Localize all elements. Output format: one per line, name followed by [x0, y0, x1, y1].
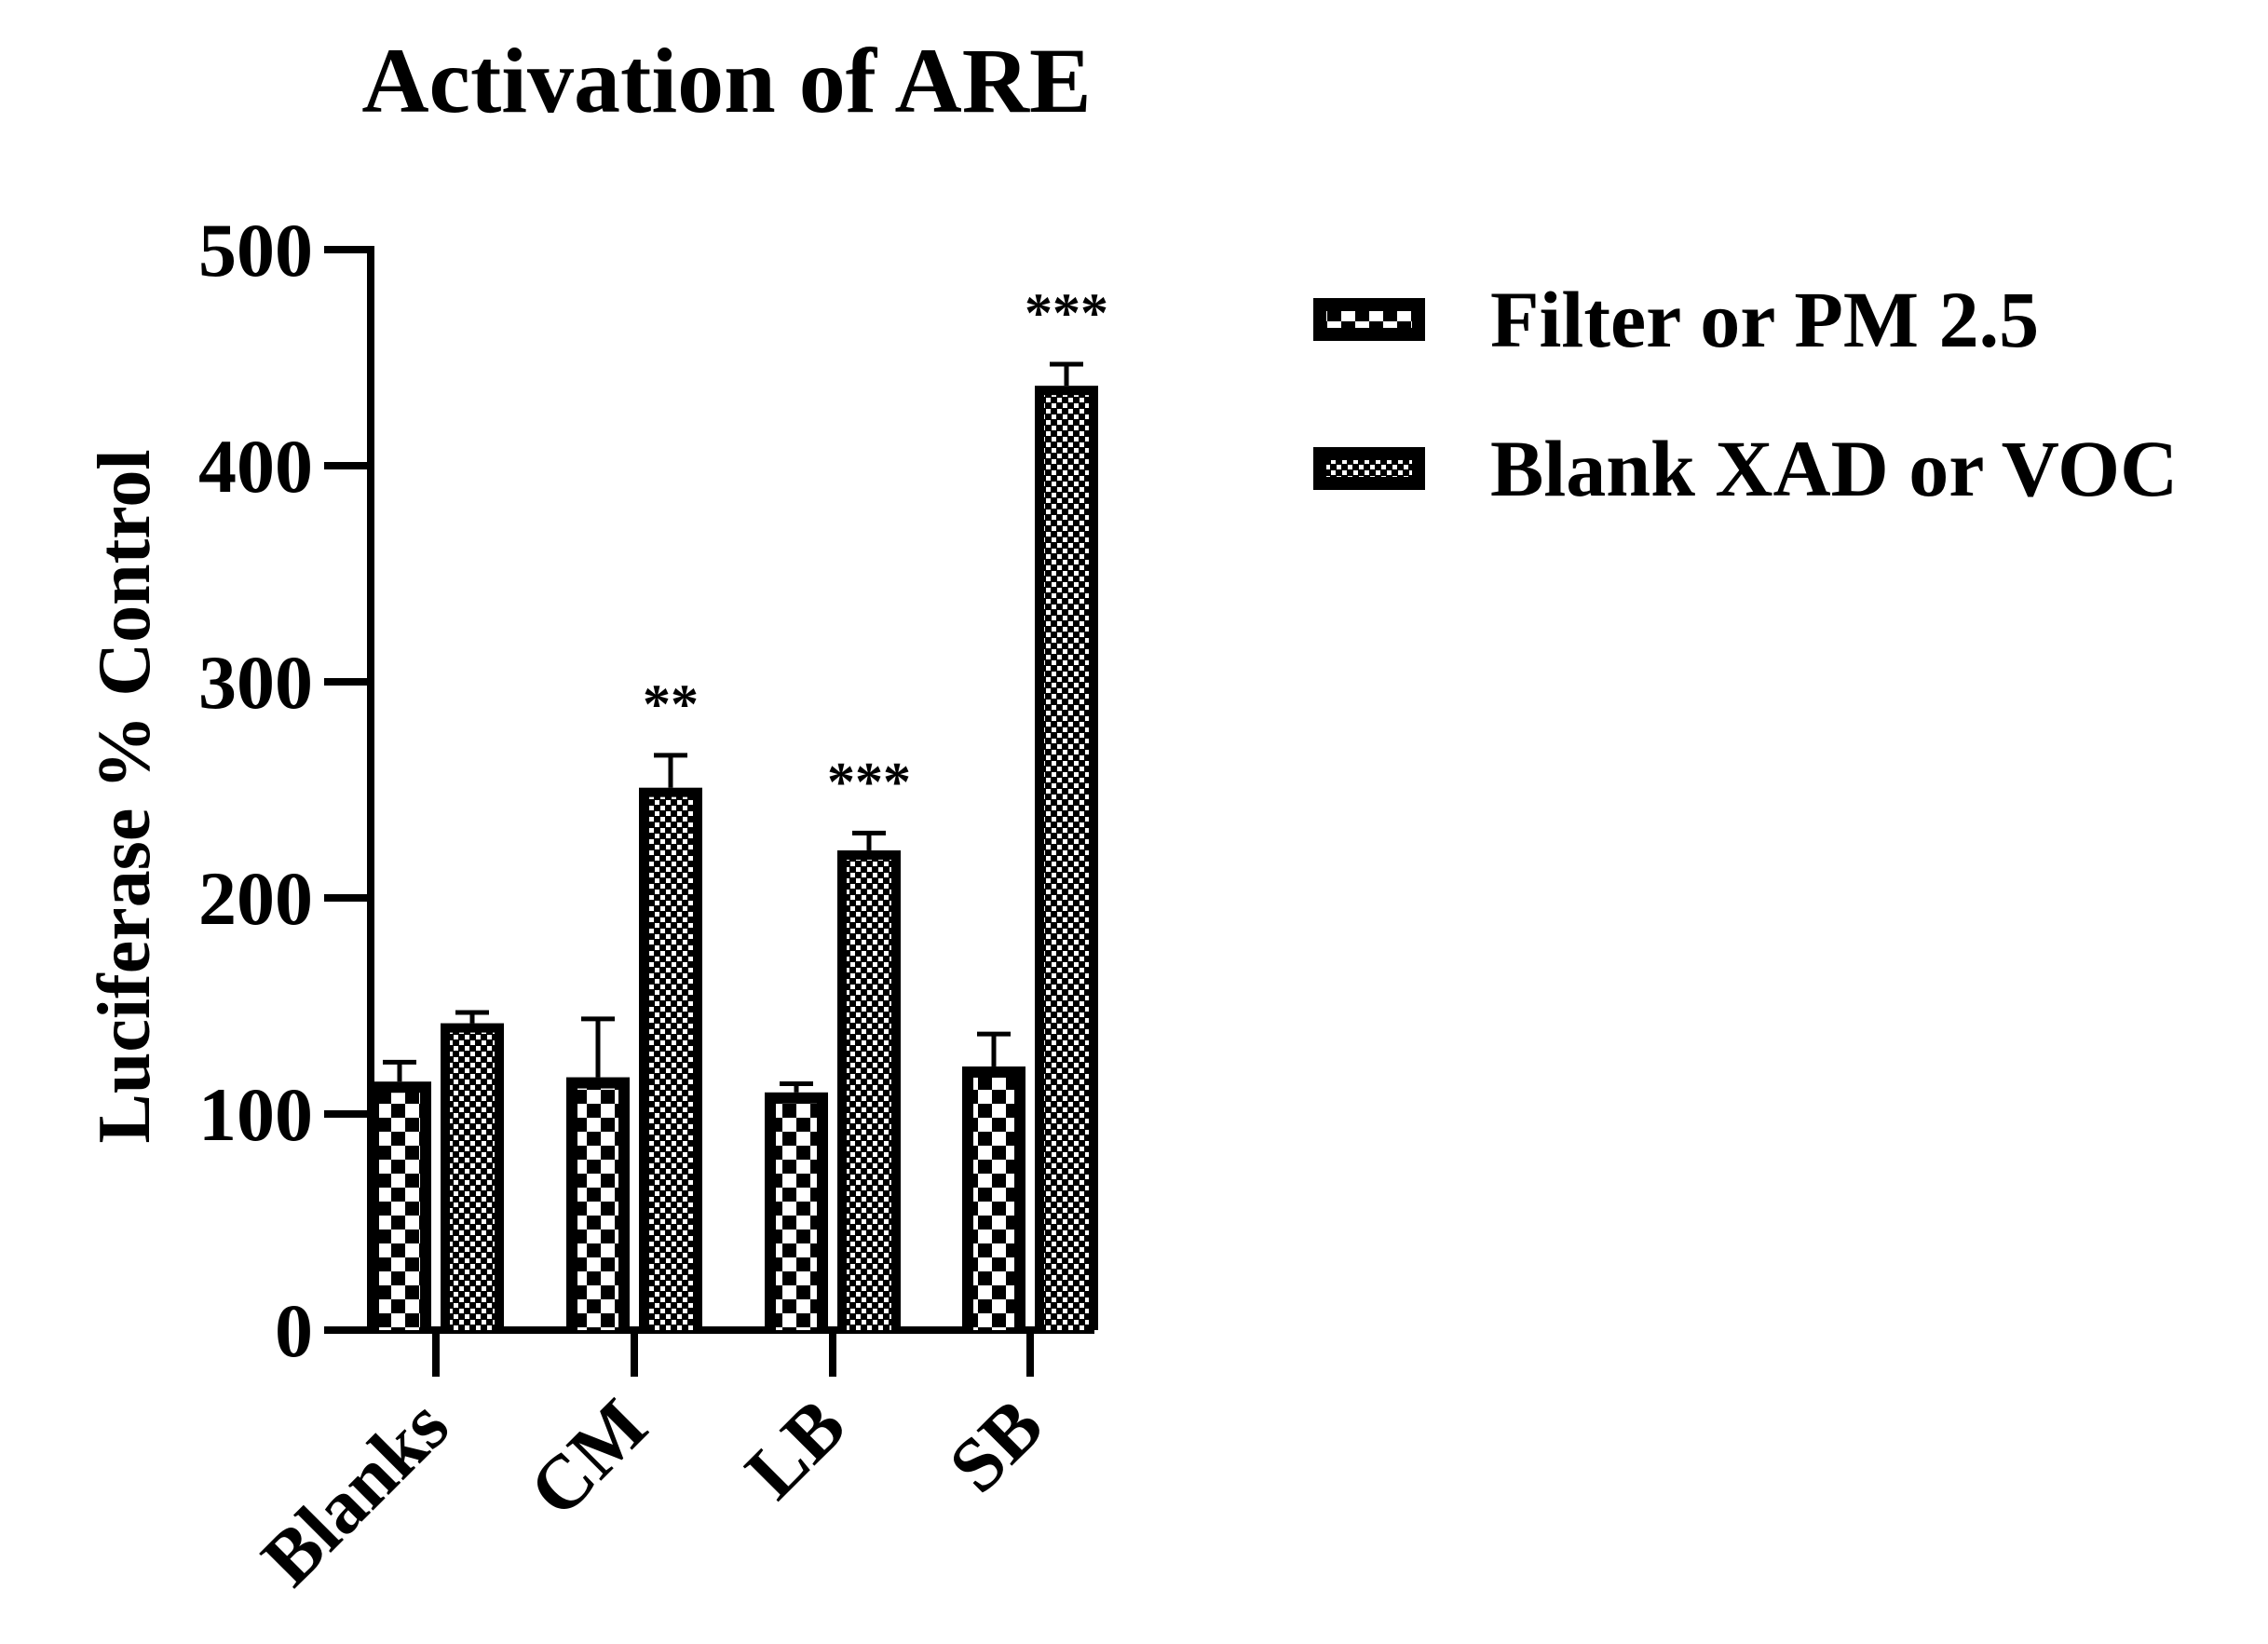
legend-item-filter: Filter or PM 2.5: [1313, 275, 2039, 364]
bar-fill: [577, 1088, 618, 1330]
legend-item-blank-xad: Blank XAD or VOC: [1313, 424, 2178, 513]
bar-fill: [379, 1093, 420, 1330]
x-tick-label-cm: CM: [513, 1382, 663, 1532]
y-tick-label: 100: [198, 1072, 313, 1157]
chart-title: Activation of ARE: [361, 29, 1091, 132]
bar-fill: [973, 1077, 1014, 1330]
legend-swatch-blank-xad-inner: [1326, 460, 1412, 477]
y-tick-label: 300: [198, 640, 313, 725]
x-tick-label-lb: LB: [729, 1382, 862, 1515]
y-axis-label: Luciferase % Control: [84, 449, 166, 1143]
plot-area: 0 100 200 300 400 500 Blanks ** CM *** LB *** SB: [198, 208, 1108, 1602]
bar-fill: [776, 1103, 817, 1330]
bar-fill: [450, 1032, 495, 1330]
legend-label-filter: Filter or PM 2.5: [1490, 275, 2039, 364]
bar-fill: [847, 859, 891, 1330]
legend: Filter or PM 2.5 Blank XAD or VOC: [1313, 275, 2178, 513]
significance-label: ***: [1025, 282, 1108, 344]
x-tick-label-sb: SB: [932, 1382, 1058, 1508]
significance-label: ***: [827, 751, 911, 812]
bar-fill: [1044, 395, 1089, 1330]
y-tick-label: 400: [198, 424, 313, 509]
y-tick-label: 0: [275, 1288, 313, 1373]
y-tick-label: 500: [198, 208, 313, 292]
y-tick-label: 200: [198, 856, 313, 941]
bar-fill: [648, 796, 693, 1330]
legend-label-blank-xad: Blank XAD or VOC: [1490, 424, 2178, 513]
significance-label: **: [643, 673, 699, 735]
x-tick-label-blanks: Blanks: [246, 1382, 465, 1601]
legend-swatch-filter-inner: [1326, 311, 1412, 328]
